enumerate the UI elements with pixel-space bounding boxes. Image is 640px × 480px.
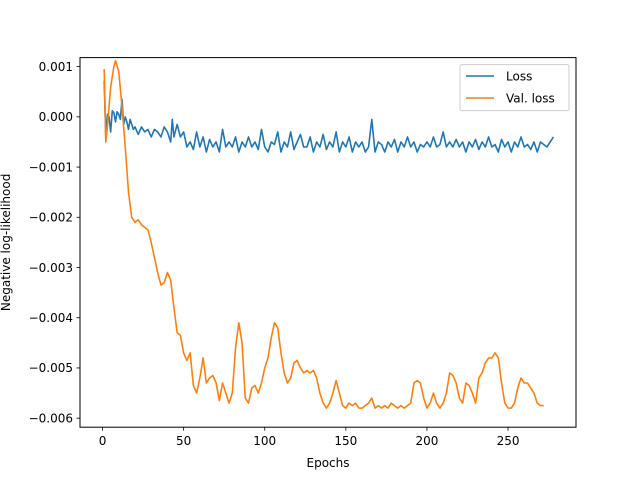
y-tick-label: −0.004 (29, 311, 73, 325)
x-tick-label: 100 (253, 434, 276, 448)
x-axis-title: Epochs (307, 456, 350, 470)
x-tick-label: 150 (334, 434, 357, 448)
y-tick-label: 0.001 (39, 60, 73, 74)
legend-label-loss: Loss (506, 70, 532, 84)
x-tick-label: 0 (99, 434, 107, 448)
y-tick-label: −0.005 (29, 361, 73, 375)
plot-frame (79, 57, 577, 428)
x-tick-label: 50 (176, 434, 191, 448)
y-tick-label: −0.003 (29, 261, 73, 275)
series-line-loss (103, 80, 555, 153)
series-line-val-loss (103, 59, 544, 409)
x-tick-label: 200 (415, 434, 438, 448)
x-axis: 0 50 100 150 200 250 (99, 427, 520, 448)
y-tick-label: 0.000 (39, 110, 73, 124)
y-axis: −0.006 −0.005 −0.004 −0.003 −0.002 −0.001 0.00… (29, 60, 80, 425)
plot-lines (103, 59, 555, 409)
x-tick-label: 250 (497, 434, 520, 448)
legend-label-val-loss: Val. loss (506, 92, 555, 106)
y-axis-title: Negative log-likelihood (0, 174, 13, 311)
y-tick-label: −0.002 (29, 211, 73, 225)
y-tick-label: −0.006 (29, 411, 73, 425)
legend: Loss Val. loss (459, 64, 570, 112)
y-tick-label: −0.001 (29, 160, 73, 174)
